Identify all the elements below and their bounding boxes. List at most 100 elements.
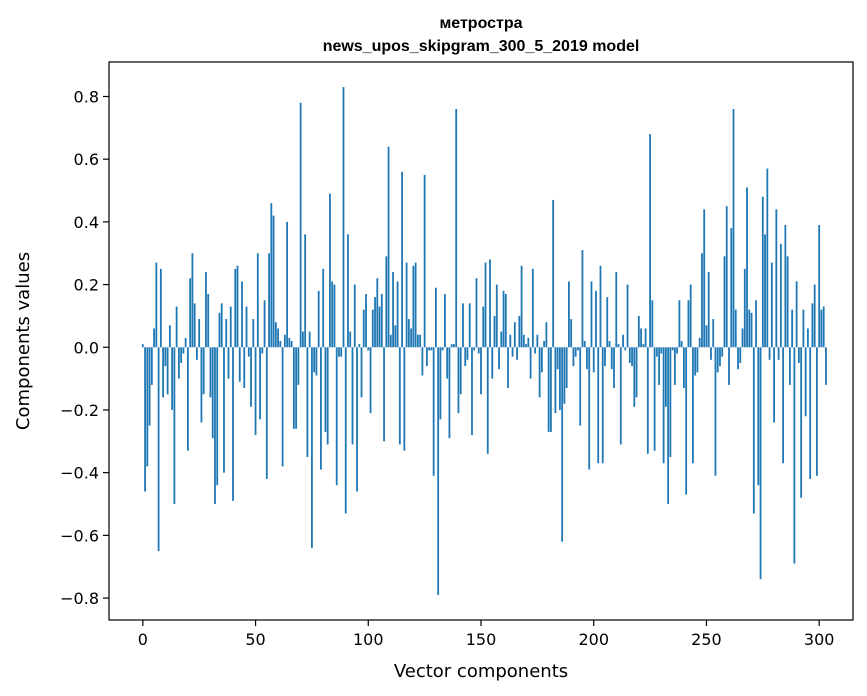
bar-229 (658, 347, 661, 385)
bar-19 (184, 337, 187, 348)
bar-157 (495, 284, 498, 348)
bar-159 (500, 331, 503, 348)
bar-45 (243, 347, 246, 389)
bar-25 (198, 319, 201, 348)
bar-39 (229, 306, 232, 348)
bar-277 (766, 168, 769, 348)
bar-84 (331, 281, 334, 348)
bar-104 (376, 278, 379, 348)
bar-126 (425, 347, 428, 367)
bar-66 (290, 341, 293, 348)
bar-4 (150, 347, 153, 385)
bar-290 (795, 281, 798, 348)
bar-198 (588, 347, 591, 470)
bar-69 (297, 347, 300, 385)
bar-100 (367, 347, 370, 351)
bar-212 (619, 347, 622, 445)
bar-169 (522, 334, 525, 348)
bar-131 (437, 347, 440, 595)
bar-50 (254, 347, 257, 436)
bar-57 (270, 203, 273, 348)
bar-74 (308, 331, 311, 348)
bar-210 (615, 272, 618, 348)
x-tick-label-200: 200 (578, 630, 609, 649)
bar-295 (807, 328, 809, 348)
bar-35 (220, 303, 223, 348)
bar-279 (770, 262, 773, 348)
bar-217 (631, 347, 633, 367)
bar-247 (698, 337, 701, 348)
bar-250 (705, 325, 708, 348)
bar-221 (640, 328, 642, 348)
bar-132 (439, 347, 442, 420)
bar-48 (250, 347, 252, 407)
bar-253 (712, 319, 715, 348)
bar-130 (435, 287, 437, 348)
bar-71 (301, 331, 304, 348)
x-axis-ticks: 0 50 100 150 200 250 300 (138, 620, 834, 649)
bar-254 (714, 347, 717, 476)
bar-17 (180, 347, 183, 363)
bar-136 (448, 347, 451, 439)
bar-261 (730, 228, 733, 348)
bar-238 (678, 300, 681, 348)
bar-51 (256, 253, 259, 348)
bar-30 (209, 347, 212, 398)
bar-36 (223, 347, 225, 473)
bar-264 (737, 347, 739, 370)
bar-207 (608, 341, 611, 348)
bar-297 (811, 303, 814, 348)
bar-223 (644, 328, 647, 348)
bar-62 (281, 347, 284, 467)
bar-53 (261, 347, 264, 354)
bar-114 (398, 347, 401, 445)
bar-86 (335, 347, 338, 486)
chart-subtitle: news_upos_skipgram_300_5_2019 model (323, 38, 640, 55)
bar-64 (286, 221, 289, 348)
bar-97 (360, 347, 363, 398)
bar-70 (299, 102, 302, 348)
bar-202 (597, 347, 600, 464)
x-tick-label-100: 100 (353, 630, 384, 649)
bar-98 (362, 309, 365, 348)
bar-255 (716, 347, 719, 373)
bar-197 (586, 347, 588, 370)
bar-42 (236, 265, 239, 348)
bar-147 (473, 347, 476, 351)
bar-22 (191, 253, 194, 348)
bar-77 (315, 347, 318, 376)
bar-218 (633, 347, 636, 407)
bar-116 (403, 347, 406, 451)
bar-180 (547, 347, 550, 432)
bar-289 (793, 347, 796, 564)
chart-title: метростра (439, 15, 522, 32)
chart-titles: метростра news_upos_skipgram_300_5_2019 … (323, 15, 640, 55)
bar-170 (525, 344, 527, 348)
x-axis-label: Vector components (394, 661, 568, 682)
bar-58 (272, 215, 275, 348)
bar-227 (653, 347, 656, 451)
bar-278 (768, 347, 771, 360)
bar-287 (788, 347, 791, 385)
bar-33 (216, 347, 219, 486)
bar-80 (322, 268, 325, 348)
bar-176 (538, 347, 541, 398)
bar-40 (232, 347, 234, 501)
bar-15 (175, 306, 178, 348)
bar-273 (757, 347, 760, 486)
bar-141 (459, 347, 462, 395)
bar-115 (401, 171, 403, 348)
bar-12 (168, 325, 171, 348)
bar-209 (613, 347, 615, 389)
bar-298 (813, 284, 816, 348)
bar-300 (818, 225, 821, 348)
bar-87 (338, 347, 340, 357)
bar-167 (518, 315, 521, 348)
bar-280 (773, 347, 775, 423)
bar-108 (385, 256, 388, 348)
bar-168 (520, 265, 523, 348)
bar-242 (687, 300, 690, 348)
bar-2 (146, 347, 149, 467)
bar-186 (561, 347, 564, 542)
bar-44 (241, 281, 243, 348)
